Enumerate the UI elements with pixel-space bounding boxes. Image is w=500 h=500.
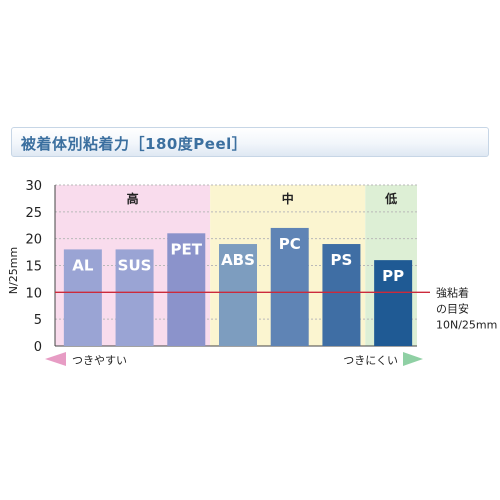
reference-label-line-0: 強粘着 (436, 285, 469, 299)
bar-al (63, 249, 102, 346)
y-tick-label-10: 10 (25, 286, 42, 301)
right-arrow-label: つきにくい (343, 354, 398, 367)
left-arrow-icon (45, 352, 66, 366)
y-tick-label-15: 15 (25, 260, 42, 275)
bar-sus (115, 249, 154, 346)
y-axis-label: N/25mm (7, 247, 20, 294)
bar-pp (374, 260, 413, 346)
bar-abs (219, 244, 257, 346)
reference-label-line-2: 10N/25mm (436, 318, 497, 331)
y-tick-label-0: 0 (34, 340, 42, 355)
bar-label-pc: PC (279, 235, 301, 253)
bar-label-sus: SUS (118, 256, 152, 274)
bar-label-al: AL (72, 256, 94, 274)
band-label-1: 中 (282, 191, 294, 206)
band-label-0: 高 (127, 191, 139, 206)
band-label-2: 低 (384, 191, 397, 206)
bar-pet (167, 233, 206, 346)
reference-label-line-1: の目安 (436, 301, 469, 315)
bar-label-pp: PP (382, 267, 404, 285)
y-tick-label-5: 5 (34, 313, 42, 328)
chart-title-box: 被着体別粘着力［180度Peel］ (11, 127, 489, 157)
bar-pc (270, 227, 309, 346)
left-arrow-label: つきやすい (72, 354, 127, 367)
bar-label-pet: PET (171, 240, 203, 258)
bar-label-ps: PS (331, 251, 353, 269)
right-arrow-icon (403, 352, 423, 366)
y-tick-label-25: 25 (25, 206, 42, 221)
chart-title: 被着体別粘着力［180度Peel］ (21, 135, 248, 153)
bar-label-abs: ABS (221, 251, 255, 269)
y-tick-label-20: 20 (25, 233, 42, 248)
bar-ps (322, 244, 361, 346)
y-tick-label-30: 30 (25, 179, 42, 194)
